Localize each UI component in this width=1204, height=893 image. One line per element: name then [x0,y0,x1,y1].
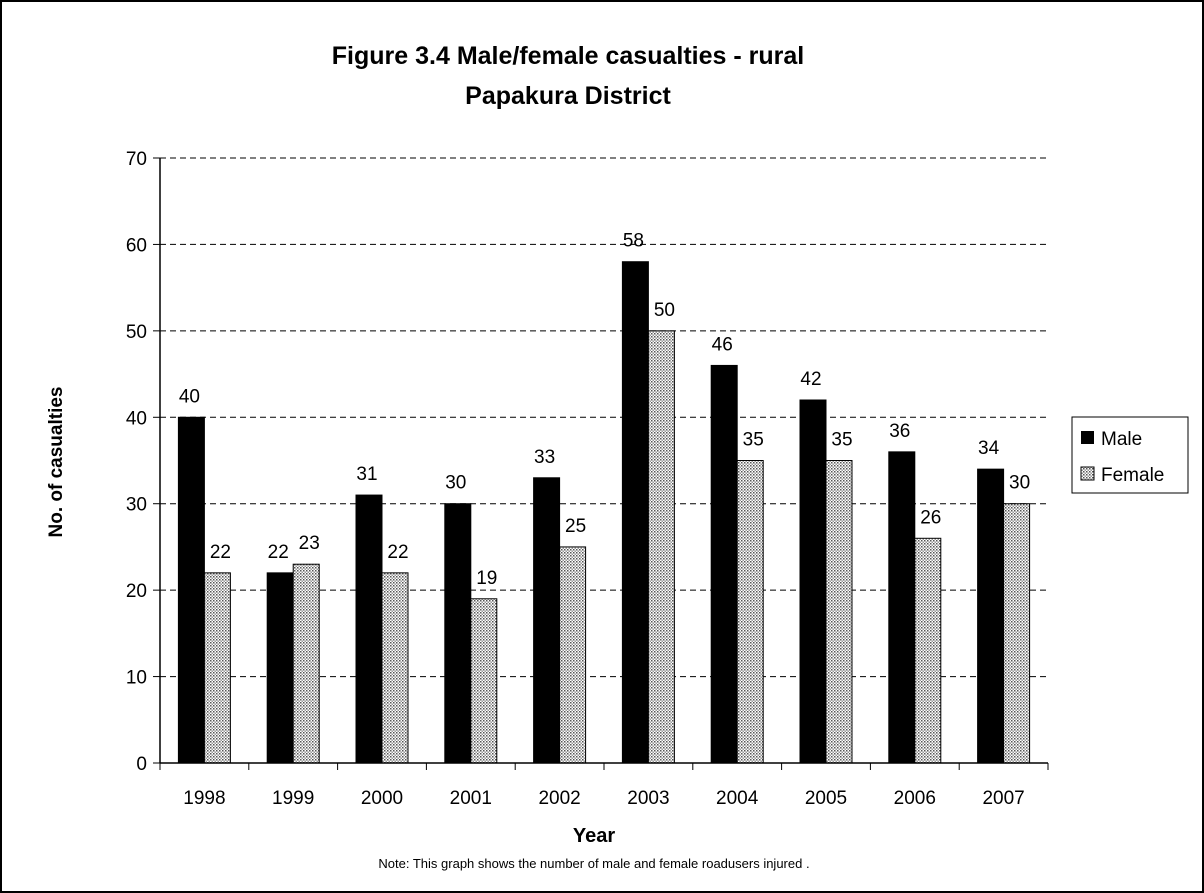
data-label-female: 26 [920,507,941,528]
data-label-female: 22 [387,542,408,563]
x-tick-label: 2001 [450,788,492,809]
bar-female [736,460,764,764]
axes: 0 10 20 30 40 50 60 70 1998 1999 2000 2001 2002 2003 2… [126,149,1049,809]
data-label-male: 58 [623,231,644,252]
data-label-male: 31 [356,464,377,485]
bar-male [533,477,561,764]
chart-note: Note: This graph shows the number of mal… [378,856,809,871]
legend-swatch-female [1080,466,1095,481]
bar-male [444,503,472,764]
x-tick-label: 1998 [183,788,225,809]
y-tick-label: 50 [126,322,147,343]
x-axis-title: Year [573,825,615,847]
bar-female [292,563,320,764]
bar-male [621,261,649,764]
y-axis-title: No. of casualties [46,387,67,538]
data-label-female: 22 [210,542,231,563]
x-tick-label: 2004 [716,788,759,809]
bar-female [381,572,409,764]
bar-male [888,451,916,764]
legend: Male Female [1071,416,1189,494]
legend-swatch-male [1081,431,1094,444]
data-label-female: 50 [654,300,675,321]
x-tick-label: 2005 [805,788,847,809]
x-tick-label: 2007 [982,788,1024,809]
bar-female [825,460,853,764]
y-tick-label: 0 [136,754,147,775]
bar-female [1003,503,1031,764]
x-tick-label: 2002 [538,788,580,809]
bar-male [977,468,1005,764]
bar-female [203,572,231,764]
data-label-female: 35 [831,430,852,451]
data-label-female: 35 [743,430,764,451]
data-label-male: 42 [800,369,821,390]
x-tick-label: 2006 [894,788,936,809]
data-label-female: 23 [299,533,320,554]
data-label-male: 34 [978,438,1000,459]
data-label-male: 46 [712,334,733,355]
y-tick-label: 40 [126,408,147,429]
legend-label-female: Female [1101,465,1164,486]
y-tick-label: 20 [126,581,147,602]
chart-title-line1: Figure 3.4 Male/female casualties - rura… [332,42,804,70]
data-label-male: 36 [889,421,910,442]
bar-male [799,399,827,764]
bars [177,261,1031,764]
data-label-male: 22 [268,542,289,563]
x-tick-label: 2003 [627,788,669,809]
bar-female [470,598,498,764]
data-label-male: 33 [534,447,555,468]
bar-female [914,537,942,764]
data-label-male: 30 [445,473,466,494]
y-tick-label: 70 [126,149,147,170]
bar-male [177,416,205,764]
data-label-male: 40 [179,386,200,407]
x-tick-label: 2000 [361,788,403,809]
data-label-female: 25 [565,516,586,537]
chart-title-line2: Papakura District [465,82,671,110]
legend-label-male: Male [1101,429,1142,450]
bar-male [266,572,294,764]
data-label-female: 30 [1009,473,1030,494]
bar-male [355,494,383,764]
data-labels: 40 22 22 23 31 22 30 19 33 25 58 50 46 35 42 35 36 26 34 30 [179,231,1030,589]
bar-female [647,330,675,764]
y-tick-label: 10 [126,668,147,689]
x-tick-label: 1999 [272,788,314,809]
y-tick-label: 60 [126,235,147,256]
bar-male [710,364,738,764]
y-tick-label: 30 [126,495,147,516]
data-label-female: 19 [476,568,497,589]
bar-female [559,546,587,764]
